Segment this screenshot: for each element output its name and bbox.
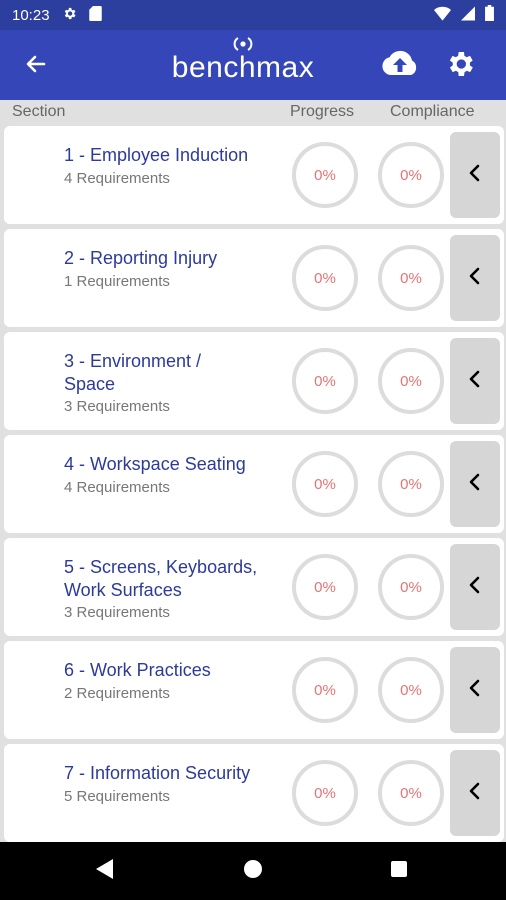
chevron-left-icon (468, 369, 482, 394)
compliance-value: 0% (400, 578, 422, 596)
expand-button[interactable] (450, 750, 500, 836)
compliance-ring: 0% (378, 554, 444, 620)
expand-button[interactable] (450, 647, 500, 733)
compliance-value: 0% (400, 784, 422, 802)
compliance-ring: 0% (378, 657, 444, 723)
progress-value: 0% (314, 681, 336, 699)
square-recents-icon (390, 860, 408, 883)
section-title: 5 - Screens, Keyboards, Work Surfaces (64, 557, 258, 600)
triangle-back-icon (95, 858, 115, 885)
section-requirements: 3 Requirements (64, 398, 170, 415)
progress-value: 0% (314, 269, 336, 287)
expand-button[interactable] (450, 338, 500, 424)
upload-button[interactable] (378, 46, 422, 86)
chevron-left-icon (468, 163, 482, 188)
nav-home-button[interactable] (238, 856, 268, 886)
compliance-ring: 0% (378, 245, 444, 311)
status-bar: 10:23 (0, 0, 506, 30)
compliance-value: 0% (400, 372, 422, 390)
progress-ring: 0% (292, 142, 358, 208)
progress-value: 0% (314, 166, 336, 184)
signal-icon (461, 6, 475, 25)
section-row[interactable]: 2 - Reporting Injury 1 Requirements 0% 0… (4, 229, 504, 327)
battery-icon (485, 5, 494, 25)
expand-button[interactable] (450, 544, 500, 630)
section-requirements: 5 Requirements (64, 788, 170, 805)
settings-notification-icon (62, 6, 77, 25)
gear-icon (444, 48, 476, 85)
section-title: 2 - Reporting Injury (64, 248, 218, 268)
section-row[interactable]: 4 - Workspace Seating 4 Requirements 0% … (4, 435, 504, 533)
chevron-left-icon (468, 472, 482, 497)
nav-recents-button[interactable] (384, 856, 414, 886)
expand-button[interactable] (450, 132, 500, 218)
progress-ring: 0% (292, 760, 358, 826)
progress-ring: 0% (292, 451, 358, 517)
chevron-left-icon (468, 678, 482, 703)
benchmax-logo: benchmax (158, 36, 328, 96)
nav-back-button[interactable] (90, 856, 120, 886)
compliance-ring: 0% (378, 451, 444, 517)
expand-button[interactable] (450, 235, 500, 321)
section-row[interactable]: 1 - Employee Induction 4 Requirements 0%… (4, 126, 504, 224)
section-requirements: 3 Requirements (64, 604, 170, 621)
settings-button[interactable] (440, 46, 480, 86)
section-requirements: 4 Requirements (64, 170, 170, 187)
section-row[interactable]: 6 - Work Practices 2 Requirements 0% 0% (4, 641, 504, 739)
section-title: 6 - Work Practices (64, 660, 211, 680)
sd-card-icon (88, 5, 102, 25)
expand-button[interactable] (450, 441, 500, 527)
section-title: 3 - Environment / Space (64, 351, 202, 394)
circle-home-icon (243, 859, 263, 884)
progress-ring: 0% (292, 554, 358, 620)
cloud-upload-icon (380, 49, 420, 84)
app-bar: benchmax (0, 30, 506, 100)
header-compliance: Compliance (390, 103, 475, 120)
compliance-ring: 0% (378, 760, 444, 826)
chevron-left-icon (468, 781, 482, 806)
chevron-left-icon (468, 575, 482, 600)
back-button[interactable] (18, 48, 54, 84)
section-row[interactable]: 5 - Screens, Keyboards, Work Surfaces 3 … (4, 538, 504, 636)
compliance-value: 0% (400, 166, 422, 184)
compliance-value: 0% (400, 475, 422, 493)
header-section: Section (12, 103, 66, 120)
section-title: 7 - Information Security (64, 763, 251, 783)
progress-ring: 0% (292, 657, 358, 723)
compliance-value: 0% (400, 681, 422, 699)
header-progress: Progress (290, 103, 355, 120)
compliance-value: 0% (400, 269, 422, 287)
status-time: 10:23 (12, 6, 50, 24)
section-requirements: 2 Requirements (64, 685, 170, 702)
progress-value: 0% (314, 784, 336, 802)
logo-mark-icon (232, 36, 254, 52)
navigation-bar (0, 842, 506, 900)
section-title: 4 - Workspace Seating (64, 454, 246, 474)
compliance-ring: 0% (378, 142, 444, 208)
progress-ring: 0% (292, 245, 358, 311)
section-row[interactable]: 7 - Information Security 5 Requirements … (4, 744, 504, 842)
chevron-left-icon (468, 266, 482, 291)
progress-value: 0% (314, 475, 336, 493)
section-row[interactable]: 3 - Environment / Space 3 Requirements 0… (4, 332, 504, 430)
column-header: Section Progress Compliance (0, 100, 506, 124)
compliance-ring: 0% (378, 348, 444, 414)
arrow-left-icon (24, 52, 48, 81)
section-requirements: 4 Requirements (64, 479, 170, 496)
section-requirements: 1 Requirements (64, 273, 170, 290)
progress-value: 0% (314, 578, 336, 596)
logo-text: benchmax (171, 51, 315, 84)
wifi-icon (434, 6, 451, 25)
section-title: 1 - Employee Induction (64, 145, 249, 165)
progress-ring: 0% (292, 348, 358, 414)
progress-value: 0% (314, 372, 336, 390)
